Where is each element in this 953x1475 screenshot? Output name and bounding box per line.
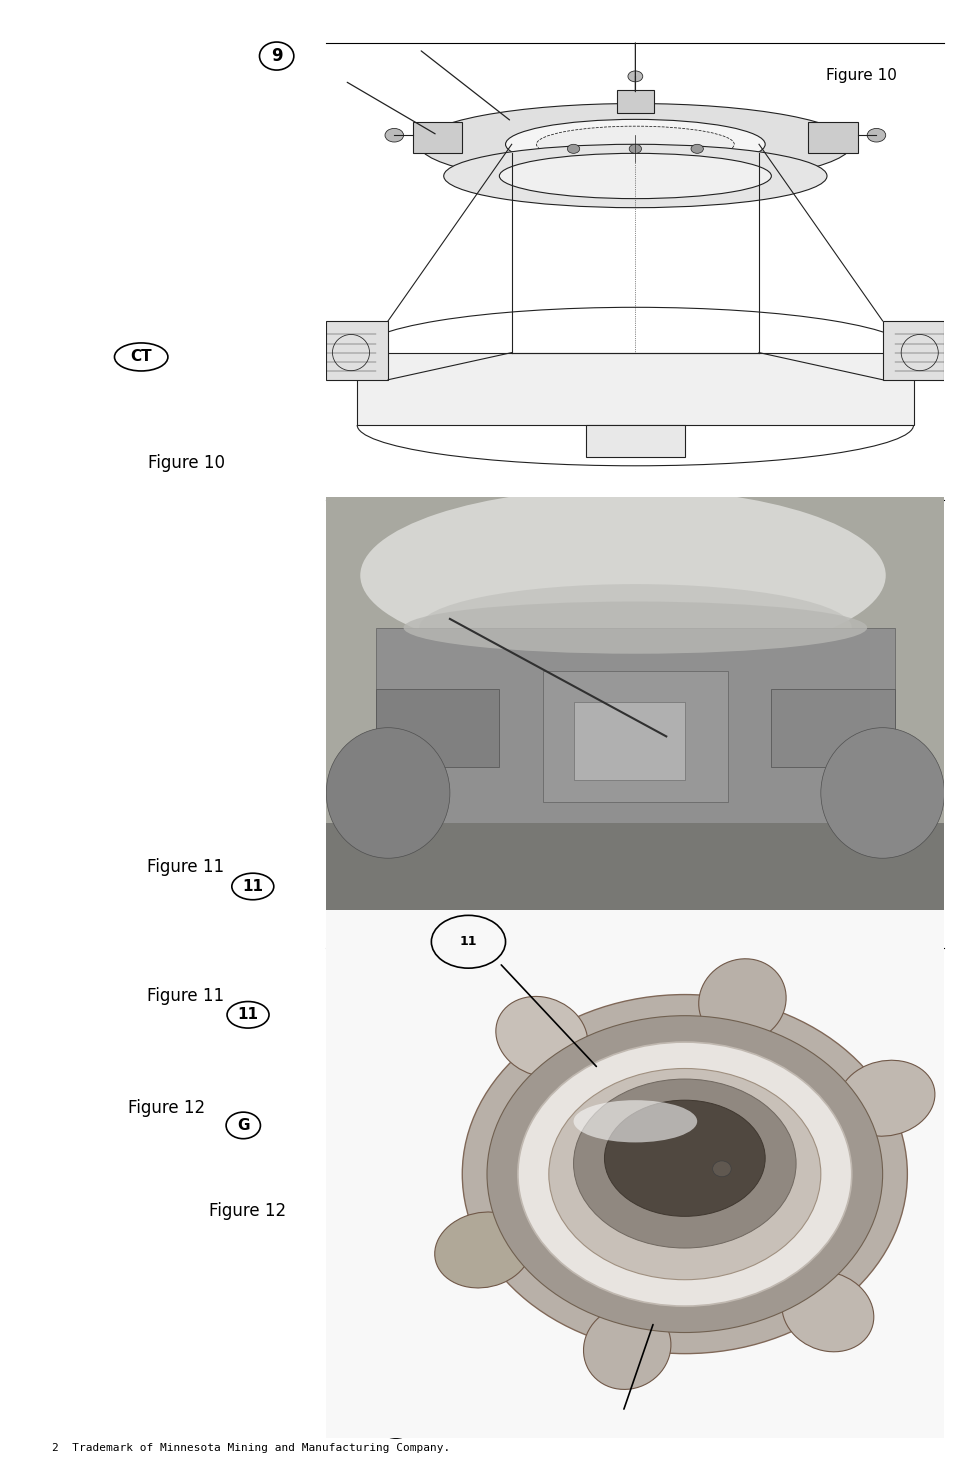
Ellipse shape — [498, 153, 771, 199]
Polygon shape — [326, 322, 388, 379]
Ellipse shape — [418, 103, 851, 184]
Polygon shape — [585, 425, 684, 457]
Ellipse shape — [820, 727, 943, 858]
Text: 9: 9 — [271, 47, 282, 65]
Text: Figure 10: Figure 10 — [825, 68, 896, 83]
Text: Figure 10: Figure 10 — [148, 454, 224, 472]
Text: Figure 11: Figure 11 — [825, 512, 896, 527]
Ellipse shape — [486, 1016, 882, 1332]
Text: Figure 12: Figure 12 — [825, 959, 896, 974]
Ellipse shape — [698, 959, 785, 1043]
Text: Figure 12: Figure 12 — [210, 1202, 286, 1220]
Ellipse shape — [496, 997, 587, 1077]
Circle shape — [385, 128, 403, 142]
Text: Figure 11: Figure 11 — [148, 987, 224, 1004]
Ellipse shape — [573, 1100, 697, 1143]
Bar — [807, 121, 857, 153]
Ellipse shape — [583, 1305, 670, 1389]
Ellipse shape — [838, 1061, 934, 1136]
Text: 2  Trademark of Minnesota Mining and Manufacturing Company.: 2 Trademark of Minnesota Mining and Manu… — [52, 1443, 450, 1453]
Text: 11: 11 — [459, 935, 476, 948]
Circle shape — [567, 145, 579, 153]
Ellipse shape — [435, 1212, 531, 1288]
Ellipse shape — [443, 145, 826, 208]
Circle shape — [712, 1161, 730, 1177]
Ellipse shape — [511, 131, 759, 176]
Circle shape — [866, 128, 884, 142]
Ellipse shape — [536, 127, 734, 162]
Ellipse shape — [360, 488, 884, 662]
Text: G: G — [236, 1118, 250, 1133]
Bar — [326, 823, 943, 932]
Bar — [542, 671, 727, 802]
Ellipse shape — [505, 119, 764, 170]
Ellipse shape — [462, 994, 906, 1354]
Ellipse shape — [326, 727, 450, 858]
Polygon shape — [882, 322, 943, 379]
Text: 11: 11 — [237, 1007, 258, 1022]
Text: Figure 11: Figure 11 — [148, 858, 224, 876]
Ellipse shape — [418, 584, 851, 671]
Bar — [375, 627, 894, 823]
Ellipse shape — [604, 1100, 764, 1217]
Bar — [413, 121, 462, 153]
Text: CT: CT — [131, 350, 152, 364]
Text: 11: 11 — [242, 879, 263, 894]
Ellipse shape — [548, 1068, 820, 1280]
Circle shape — [629, 145, 640, 153]
Circle shape — [627, 71, 642, 81]
Bar — [771, 689, 894, 767]
Bar — [617, 90, 653, 112]
Bar — [375, 689, 498, 767]
Ellipse shape — [573, 1080, 795, 1248]
Ellipse shape — [403, 602, 866, 653]
Bar — [573, 702, 684, 780]
Circle shape — [690, 145, 702, 153]
Ellipse shape — [517, 1041, 851, 1307]
Text: Figure 12: Figure 12 — [129, 1099, 205, 1117]
Text: G: G — [389, 1417, 402, 1432]
Text: 11: 11 — [357, 968, 378, 982]
Ellipse shape — [781, 1271, 873, 1351]
Polygon shape — [356, 353, 913, 425]
